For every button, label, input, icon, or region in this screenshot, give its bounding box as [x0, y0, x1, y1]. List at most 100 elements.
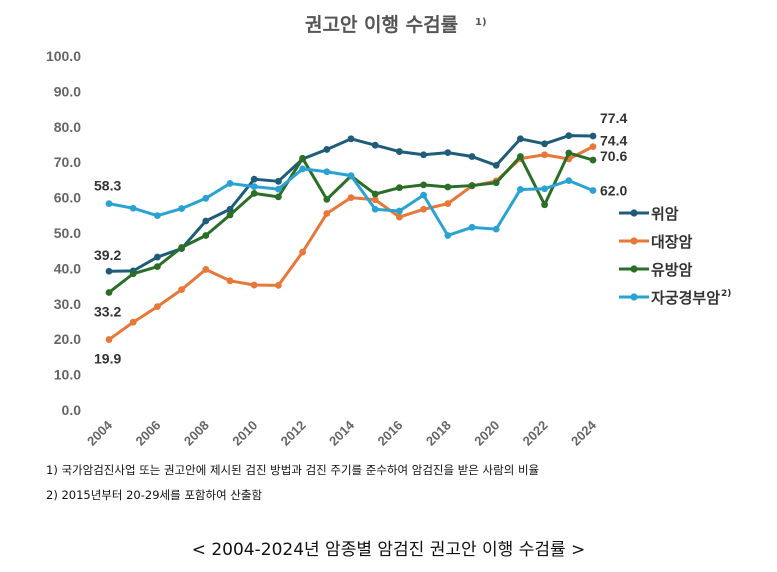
legend-label: 자궁경부암 [651, 289, 720, 307]
data-point [226, 211, 234, 219]
data-point [589, 143, 597, 151]
data-point [202, 232, 210, 239]
data-point [444, 149, 452, 157]
chart-title-footnote-marker: 1) [475, 17, 487, 28]
data-point [129, 270, 137, 278]
data-point [323, 168, 331, 176]
data-label: 19.9 [94, 351, 121, 367]
data-point [275, 281, 282, 289]
data-point [444, 232, 452, 239]
data-point [129, 204, 137, 212]
data-point [541, 201, 548, 209]
legend-marker [630, 293, 638, 301]
data-point [565, 177, 573, 185]
series-2 [105, 149, 597, 296]
data-label: 62.0 [600, 183, 627, 199]
data-point [323, 146, 331, 153]
data-point [275, 193, 282, 201]
data-point [468, 153, 476, 160]
y-tick-label: 0.0 [62, 402, 82, 418]
x-tick-label: 2006 [132, 418, 163, 449]
y-tick-label: 40.0 [54, 260, 81, 276]
x-tick-label: 2024 [568, 417, 600, 449]
data-point [250, 189, 258, 197]
chart: 권고안 이행 수검률 1) 100.0 90.0 80.0 70.0 60.0 50.0 4… [46, 14, 731, 449]
data-point [371, 205, 379, 213]
data-point [371, 190, 379, 198]
data-point [129, 318, 137, 326]
y-tick-label: 60.0 [54, 190, 81, 206]
x-axis: 2004 2006 2008 2010 2012 2014 2016 2018 2020 2022… [84, 417, 600, 449]
data-point [154, 212, 161, 220]
data-point [105, 336, 113, 343]
data-point [154, 253, 161, 261]
data-point [154, 303, 161, 311]
data-point [589, 187, 597, 194]
data-point [396, 207, 403, 215]
data-point [468, 182, 476, 189]
data-point [420, 151, 427, 159]
x-tick-label: 2012 [278, 418, 309, 449]
y-tick-label: 90.0 [54, 83, 81, 99]
data-point [444, 200, 452, 208]
data-point [371, 196, 379, 204]
data-point [541, 151, 548, 159]
y-tick-label: 20.0 [54, 331, 81, 347]
legend-label: 위암 [651, 205, 679, 223]
data-point [202, 217, 210, 225]
legend-label: 대장암 [651, 233, 693, 251]
data-point [347, 135, 355, 143]
y-axis: 100.0 90.0 80.0 70.0 60.0 50.0 40.0 30.0 20.0 10.… [46, 48, 81, 418]
data-point [565, 149, 573, 157]
data-point [589, 156, 597, 164]
data-label: 39.2 [94, 247, 121, 263]
data-point [202, 194, 210, 202]
data-point [105, 289, 113, 296]
data-point [299, 165, 306, 173]
data-point [565, 132, 573, 140]
data-point [105, 200, 113, 208]
data-point [589, 132, 597, 140]
data-point [396, 213, 403, 221]
footnote-2: 2) 2015년부터 20-29세를 포함하여 산출함 [46, 488, 263, 502]
data-point [347, 172, 355, 180]
data-point [226, 277, 234, 285]
data-point [517, 135, 524, 143]
data-label: 77.4 [600, 110, 627, 126]
figure-caption: < 2004-2024년 암종별 암검진 권고안 이행 수검률 > [191, 540, 586, 560]
data-point [541, 140, 548, 148]
y-tick-label: 10.0 [54, 367, 81, 383]
data-point [299, 248, 306, 256]
series-3 [105, 165, 597, 239]
y-tick-label: 70.0 [54, 154, 81, 170]
data-point [371, 141, 379, 149]
data-point [226, 205, 234, 213]
data-point [517, 153, 524, 160]
data-point [178, 205, 186, 212]
data-labels: 58.3 39.2 33.2 19.9 77.4 74.470.6 62.0 [94, 110, 627, 367]
data-point [250, 175, 258, 183]
x-tick-label: 2016 [374, 418, 405, 449]
data-point [105, 267, 113, 275]
data-point [420, 181, 427, 189]
x-tick-label: 2022 [520, 418, 551, 449]
x-tick-label: 2018 [423, 418, 454, 449]
data-label: 70.6 [600, 148, 627, 164]
data-label: 33.2 [94, 303, 121, 319]
legend-marker [630, 265, 638, 273]
y-tick-label: 30.0 [54, 296, 81, 312]
data-point [275, 177, 282, 185]
data-point [492, 179, 500, 187]
data-point [420, 191, 427, 199]
x-tick-label: 2004 [84, 417, 116, 449]
legend-item: 대장암 [619, 233, 693, 251]
data-point [226, 180, 234, 187]
legend-item: 자궁경부암 2) [619, 289, 731, 307]
footnote-1: 1) 국가암검진사업 또는 권고안에 제시된 검진 방법과 검진 주기를 준수하… [46, 463, 540, 477]
data-label: 74.4 [600, 133, 627, 149]
y-tick-label: 80.0 [54, 119, 81, 135]
legend-marker [630, 237, 638, 245]
data-point [492, 225, 500, 233]
data-point [444, 183, 452, 191]
